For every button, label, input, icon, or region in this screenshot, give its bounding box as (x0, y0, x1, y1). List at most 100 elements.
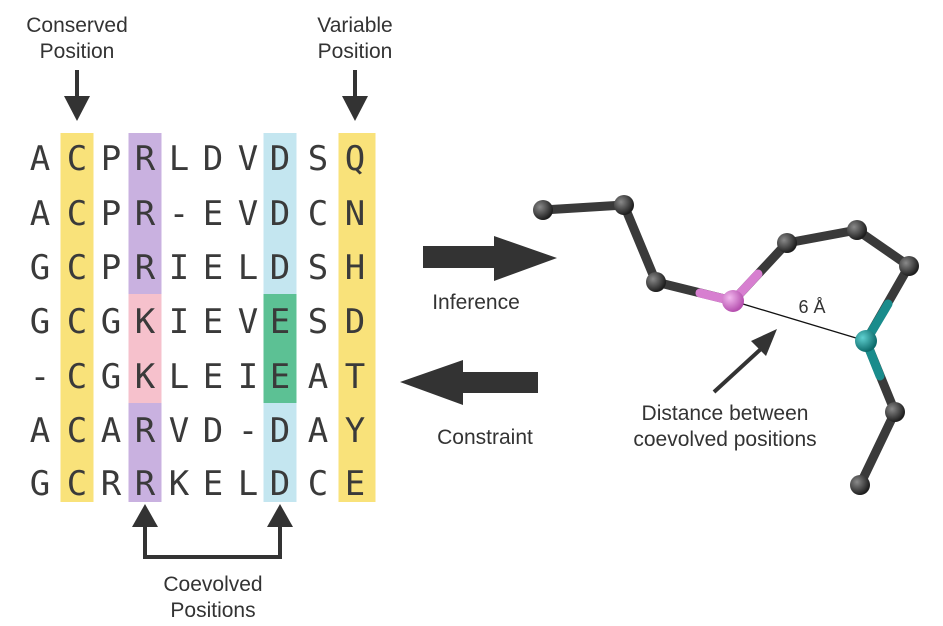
residue: P (101, 248, 121, 288)
residue: V (169, 411, 189, 451)
residue: K (135, 357, 156, 397)
residue: A (101, 411, 121, 451)
residue: D (203, 411, 223, 451)
atom (847, 220, 867, 240)
residue: E (203, 302, 223, 342)
molecule-structure (533, 195, 919, 495)
residue: G (101, 357, 121, 397)
residue: C (67, 357, 87, 397)
distance-pointer-arrow (712, 329, 777, 394)
residue: A (308, 357, 328, 397)
residue: E (345, 464, 365, 504)
conserved-column-highlight (60, 133, 94, 502)
variable-label-line2: Position (318, 40, 393, 63)
coevolved-column-highlight-k (128, 294, 162, 403)
residue: T (345, 357, 365, 397)
residue: - (30, 357, 50, 397)
residue: I (169, 302, 189, 342)
coevolved-column-highlight-d (263, 403, 297, 502)
constraint-label: Constraint (437, 426, 533, 449)
residue: C (67, 248, 87, 288)
residue: S (308, 248, 328, 288)
residue: I (169, 248, 189, 288)
conserved-label-line2: Position (40, 40, 115, 63)
atom-teal (855, 330, 877, 352)
residue: R (135, 464, 156, 504)
atom (850, 475, 870, 495)
atom (885, 402, 905, 422)
residue: C (67, 194, 87, 234)
residue: A (30, 194, 50, 234)
residue: L (169, 357, 189, 397)
residue: N (345, 194, 365, 234)
coevolved-column-highlight-e (263, 294, 297, 403)
coevolved-label-line2: Positions (170, 599, 255, 622)
residue: Y (345, 411, 365, 451)
distance-line (732, 300, 867, 342)
residue: D (270, 194, 290, 234)
constraint-arrow (400, 360, 538, 405)
variable-column-highlight (338, 133, 376, 502)
residue: P (101, 139, 121, 179)
residue: E (203, 248, 223, 288)
atom (646, 272, 666, 292)
residue: P (101, 194, 121, 234)
distance-value-label: 6 Å (798, 297, 825, 317)
residue: C (67, 464, 87, 504)
residue: D (270, 248, 290, 288)
residue: R (135, 139, 156, 179)
coevolved-column-highlight-r (128, 403, 162, 502)
coevolved-label-line1: Coevolved (163, 573, 262, 596)
coevolved-column-highlight-r (128, 133, 162, 294)
residue: R (101, 464, 122, 504)
residue: A (308, 411, 328, 451)
residue: D (270, 411, 290, 451)
inference-arrow (423, 236, 557, 281)
coevolved-column-highlight-d (263, 133, 297, 294)
variable-label-line1: Variable (317, 14, 393, 37)
residue: V (238, 194, 258, 234)
residue: E (203, 357, 223, 397)
atom (777, 233, 797, 253)
residue: D (270, 464, 290, 504)
conserved-label-line1: Conserved (26, 14, 128, 37)
sequence-alignment: A C P R L D V D S QA C P R - E V D C NG C P R I E L D S HG C G K I E V E S D… (30, 139, 365, 504)
residue: K (135, 302, 156, 342)
residue: C (67, 139, 87, 179)
residue: S (308, 302, 328, 342)
residue: K (169, 464, 190, 504)
distance-caption-line2: coevolved positions (633, 428, 816, 451)
residue: G (30, 302, 50, 342)
residue: E (270, 302, 290, 342)
residue: E (270, 357, 290, 397)
residue: C (67, 302, 87, 342)
atom-pink (722, 290, 744, 312)
residue: E (203, 464, 223, 504)
residue: E (203, 194, 223, 234)
residue: V (238, 302, 258, 342)
residue: - (169, 194, 189, 234)
residue: S (308, 139, 328, 179)
highlight-columns (60, 133, 376, 502)
residue: L (238, 248, 258, 288)
residue: A (30, 411, 50, 451)
distance-caption-line1: Distance between (642, 402, 809, 425)
residue: R (135, 194, 156, 234)
residue: A (30, 139, 50, 179)
atom (533, 200, 553, 220)
residue: I (238, 357, 258, 397)
residue: L (169, 139, 189, 179)
atom (899, 256, 919, 276)
residue: L (238, 464, 258, 504)
residue: D (270, 139, 290, 179)
conserved-arrow (64, 70, 90, 121)
residue: D (345, 302, 365, 342)
residue: C (308, 194, 328, 234)
residue: H (345, 248, 365, 288)
residue: R (135, 411, 156, 451)
residue: G (101, 302, 121, 342)
residue: C (67, 411, 87, 451)
residue: Q (345, 139, 365, 179)
residue: V (238, 139, 258, 179)
